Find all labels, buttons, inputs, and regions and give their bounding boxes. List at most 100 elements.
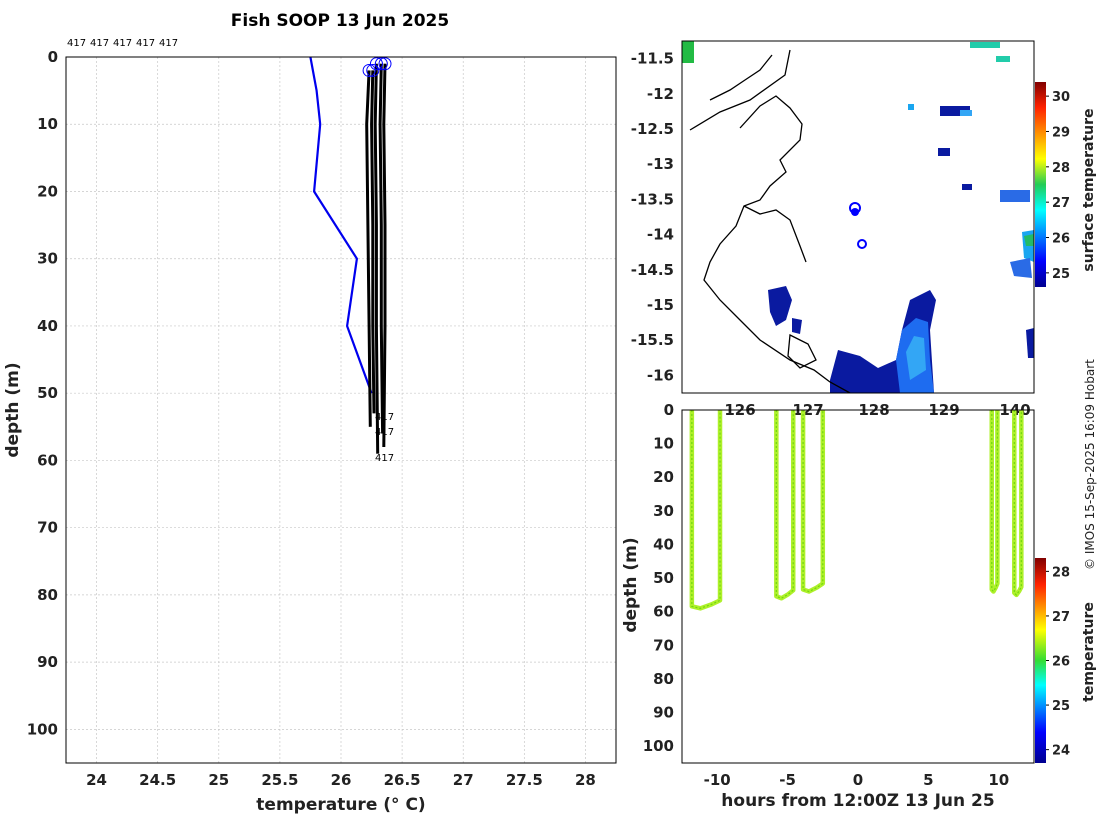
time-tick-label: 0 <box>853 771 863 789</box>
y-tick-label: 0 <box>48 48 58 66</box>
sst-colorbar-tick-label: 28 <box>1052 161 1070 176</box>
sst-colorbar-tick-label: 29 <box>1052 125 1070 140</box>
y-axis-label: depth (m) <box>3 362 23 457</box>
sst-colorbar-tick-label: 26 <box>1052 232 1070 247</box>
cast-track <box>689 410 723 611</box>
time-depth-tick-label: 30 <box>653 502 674 520</box>
time-tick-label: 5 <box>923 771 933 789</box>
sst-patch <box>960 110 972 116</box>
profile-ticks: 24 24.5 25 25.5 26 26.5 27 27.5 28 0 10 20 30 40 50 60 7… <box>27 48 596 789</box>
coastline-path <box>743 205 807 263</box>
profile-id-label: 417 <box>67 38 86 49</box>
time-depth-tick-label: 50 <box>653 569 674 587</box>
time-depth-tick-label: 10 <box>653 435 674 453</box>
time-depth-tick-label: 20 <box>653 468 674 486</box>
sst-colorbar <box>1035 82 1046 287</box>
map-lat-tick-label: -11.5 <box>631 50 674 68</box>
map-lat-tick-label: -15 <box>647 296 674 314</box>
temperature-colorbar-tick-label: 26 <box>1052 655 1070 670</box>
x-tick-label: 24 <box>86 771 107 789</box>
profile-markers <box>362 57 392 77</box>
sst-colorbar-label: surface temperature <box>1081 108 1097 271</box>
temperature-colorbar-tick-label: 27 <box>1052 610 1070 625</box>
time-tick-label: -5 <box>779 771 796 789</box>
profile-frame <box>65 56 617 764</box>
series-line <box>373 63 380 454</box>
time-tick-label: 10 <box>988 771 1009 789</box>
sst-patch <box>996 56 1010 62</box>
profile-top-labels: 417 417 417 417 417 <box>67 38 178 49</box>
y-tick-label: 20 <box>37 182 58 200</box>
chart-title: Fish SOOP 13 Jun 2025 <box>231 11 449 31</box>
time-depth-casts <box>689 410 1024 611</box>
profile-end-label: 417 <box>375 453 394 464</box>
cast-track <box>800 410 826 594</box>
x-tick-label: 25.5 <box>261 771 298 789</box>
map-lat-tick-label: -13 <box>647 155 674 173</box>
profile-id-label: 417 <box>136 38 155 49</box>
x-tick-label: 28 <box>575 771 596 789</box>
sst-patch <box>908 104 914 110</box>
time-depth-frame <box>681 409 1035 764</box>
coastline-path <box>787 333 817 369</box>
sst-patch <box>970 42 1000 48</box>
sst-patch <box>682 41 694 63</box>
x-tick-label: 25 <box>208 771 229 789</box>
coastline <box>689 49 851 393</box>
profile-id-label: 417 <box>90 38 109 49</box>
x-tick-label: 24.5 <box>139 771 176 789</box>
temperature-colorbar-tick-label: 24 <box>1052 744 1070 759</box>
x-tick-label: 26 <box>331 771 352 789</box>
profile-start-marker <box>369 57 383 71</box>
map-lat-tick-label: -13.5 <box>631 190 674 208</box>
sst-patch <box>1000 190 1030 202</box>
time-tick-label: -10 <box>704 771 731 789</box>
sst-colorbar-tick-label: 27 <box>1052 196 1070 211</box>
map-markers <box>849 202 867 249</box>
map-panel: -11.5 -12 -12.5 -13 -13.5 -14 -14.5 -15 -15.5 -16… <box>631 40 1097 419</box>
series-line <box>365 70 372 427</box>
profile-start-marker <box>378 57 392 71</box>
time-depth-y-label: depth (m) <box>621 537 641 632</box>
profile-start-marker <box>374 57 388 71</box>
cast-track <box>774 410 796 601</box>
profile-start-marker <box>366 63 380 77</box>
map-ticks: -11.5 -12 -12.5 -13 -13.5 -14 -14.5 -15 -15.5 -16… <box>631 50 1031 419</box>
sst-patches <box>682 41 1034 393</box>
time-depth-tick-label: 70 <box>653 636 674 654</box>
coastline-path <box>709 54 773 101</box>
map-lat-tick-label: -12 <box>647 85 674 103</box>
series-line <box>370 70 376 414</box>
profile-grid <box>66 56 616 763</box>
y-tick-label: 100 <box>27 720 58 738</box>
temperature-colorbar-ticks: 24 25 26 27 28 <box>1046 565 1070 759</box>
profile-id-label: 417 <box>159 38 178 49</box>
sst-colorbar-tick-label: 30 <box>1052 90 1070 105</box>
coastline-path <box>689 49 791 131</box>
time-depth-tick-label: 60 <box>653 603 674 621</box>
time-depth-tick-label: 100 <box>643 737 674 755</box>
series-line <box>378 63 385 434</box>
y-tick-label: 70 <box>37 519 58 537</box>
profile-location-marker <box>851 208 859 216</box>
y-tick-label: 60 <box>37 451 58 469</box>
temperature-colorbar-tick-label: 25 <box>1052 699 1070 714</box>
map-lat-tick-label: -16 <box>647 366 674 384</box>
cast-track <box>1012 410 1024 598</box>
credit-text: © IMOS 15-Sep-2025 16:09 Hobart <box>1083 359 1097 570</box>
temperature-colorbar-tick-label: 28 <box>1052 565 1070 580</box>
sst-patch <box>962 184 972 190</box>
profile-id-label: 417 <box>113 38 132 49</box>
sst-patch <box>768 286 792 326</box>
sst-patch <box>792 318 802 334</box>
profile-end-label: 417 <box>375 427 394 438</box>
profile-end-labels: 417 417 417 <box>375 412 394 464</box>
time-depth-tick-label: 40 <box>653 535 674 553</box>
profile-panel: Fish SOOP 13 Jun 2025 24 24.5 25 25.5 26 26.5… <box>3 11 617 815</box>
sst-patch <box>1024 234 1034 246</box>
y-tick-label: 30 <box>37 250 58 268</box>
sst-patch <box>1026 328 1034 358</box>
y-tick-label: 10 <box>37 115 58 133</box>
